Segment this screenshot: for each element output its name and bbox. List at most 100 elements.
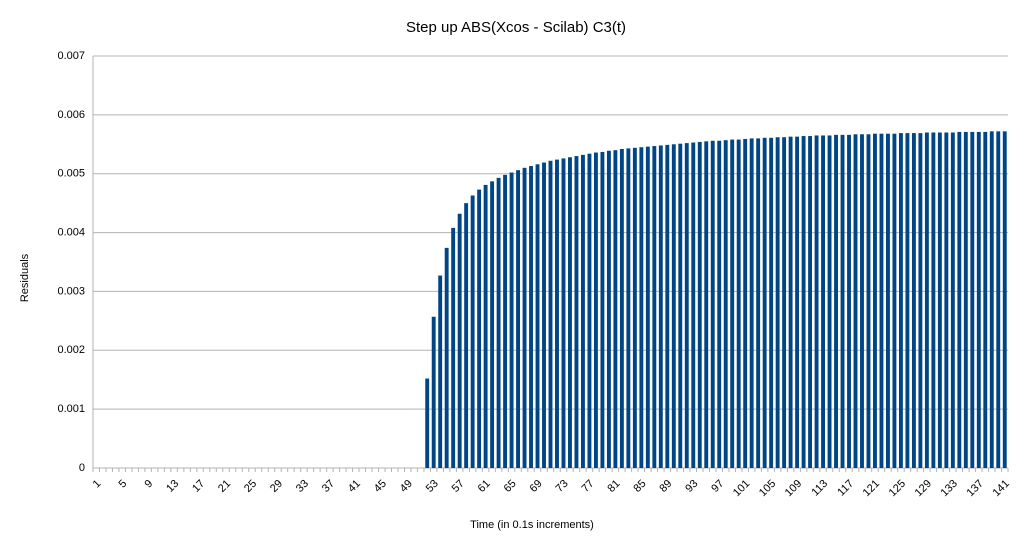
bar bbox=[983, 131, 988, 468]
bar bbox=[535, 164, 540, 468]
bar bbox=[483, 184, 488, 468]
x-tick-label: 141 bbox=[990, 478, 1011, 499]
bar bbox=[503, 174, 508, 469]
bar bbox=[652, 146, 657, 468]
bar bbox=[898, 133, 903, 469]
y-tick-label: 0.006 bbox=[57, 109, 85, 121]
x-tick-label: 45 bbox=[372, 478, 389, 495]
bar bbox=[970, 131, 975, 468]
bar bbox=[509, 172, 514, 468]
x-tick-label: 61 bbox=[476, 478, 493, 495]
x-tick-label: 105 bbox=[757, 478, 778, 499]
x-tick-label: 101 bbox=[731, 478, 752, 499]
bar bbox=[632, 147, 637, 468]
x-tick-label: 129 bbox=[913, 478, 934, 499]
bar bbox=[606, 150, 611, 468]
x-tick-label: 93 bbox=[683, 478, 700, 495]
x-tick-label: 49 bbox=[398, 478, 415, 495]
bar bbox=[717, 140, 722, 469]
bar bbox=[911, 133, 916, 469]
bar bbox=[937, 132, 942, 468]
bar bbox=[873, 133, 877, 469]
x-tick-label: 5 bbox=[117, 478, 130, 491]
bar bbox=[821, 135, 825, 468]
x-tick-label: 57 bbox=[450, 478, 467, 495]
x-tick-label: 29 bbox=[268, 478, 285, 495]
bar bbox=[976, 131, 981, 468]
bar bbox=[795, 136, 800, 469]
bar bbox=[834, 134, 838, 468]
bar bbox=[905, 133, 910, 469]
x-tick-label: 137 bbox=[965, 478, 986, 499]
bar bbox=[944, 132, 949, 468]
y-tick-label: 0 bbox=[79, 462, 85, 474]
bar bbox=[542, 162, 546, 468]
bar bbox=[918, 133, 923, 469]
bar bbox=[496, 177, 501, 468]
x-tick-label: 13 bbox=[164, 478, 181, 495]
bar bbox=[886, 133, 890, 469]
y-tick-label: 0.002 bbox=[57, 344, 85, 356]
x-tick-label: 37 bbox=[320, 478, 337, 495]
bar bbox=[697, 141, 702, 468]
x-tick-label: 73 bbox=[554, 478, 571, 495]
bar bbox=[645, 146, 650, 468]
bar bbox=[749, 138, 754, 468]
bar bbox=[950, 132, 955, 468]
x-tick-label: 53 bbox=[424, 478, 441, 495]
bar bbox=[581, 154, 585, 468]
bar bbox=[444, 247, 449, 468]
y-tick-label: 0.005 bbox=[57, 168, 85, 180]
x-tick-label: 69 bbox=[528, 478, 545, 495]
bar bbox=[957, 131, 962, 468]
bar bbox=[457, 213, 462, 468]
bar bbox=[996, 131, 1001, 468]
bar bbox=[587, 153, 592, 468]
bar bbox=[808, 136, 813, 468]
bar bbox=[516, 170, 520, 468]
bar bbox=[438, 275, 443, 468]
y-tick-label: 0.004 bbox=[57, 226, 85, 238]
x-tick-label: 9 bbox=[143, 478, 156, 491]
y-axis-label: Residuals bbox=[19, 253, 31, 302]
bar bbox=[723, 140, 728, 468]
bar bbox=[593, 152, 598, 469]
bar bbox=[814, 135, 819, 468]
bar bbox=[860, 134, 864, 468]
bar bbox=[762, 137, 767, 468]
bar bbox=[801, 136, 806, 468]
bar bbox=[548, 160, 553, 468]
x-tick-label: 109 bbox=[783, 478, 804, 499]
x-tick-label: 121 bbox=[861, 478, 882, 499]
bar bbox=[529, 166, 533, 468]
bar bbox=[477, 189, 482, 468]
bar bbox=[574, 156, 579, 469]
x-tick-label: 89 bbox=[657, 478, 674, 495]
bar bbox=[769, 137, 774, 468]
bar bbox=[691, 142, 696, 468]
y-tick-label: 0.007 bbox=[57, 50, 85, 62]
x-tick-label: 85 bbox=[631, 478, 648, 495]
bar bbox=[879, 133, 884, 469]
bar bbox=[892, 133, 897, 469]
bar bbox=[853, 134, 858, 468]
bar bbox=[847, 134, 851, 468]
bar bbox=[522, 167, 527, 469]
bar bbox=[431, 316, 436, 468]
bar bbox=[626, 148, 631, 469]
x-tick-label: 125 bbox=[887, 478, 908, 499]
bar bbox=[470, 195, 475, 468]
bar bbox=[782, 137, 787, 469]
bar bbox=[678, 143, 683, 468]
bar bbox=[658, 145, 663, 468]
x-tick-label: 25 bbox=[242, 478, 259, 495]
x-tick-label: 41 bbox=[346, 478, 363, 495]
bar bbox=[684, 143, 689, 468]
bar bbox=[425, 378, 430, 468]
bar bbox=[931, 132, 936, 468]
bar bbox=[665, 144, 670, 469]
chart-title: Step up ABS(Xcos - Scilab) C3(t) bbox=[406, 19, 626, 36]
bar bbox=[490, 181, 495, 468]
bar bbox=[756, 138, 761, 468]
